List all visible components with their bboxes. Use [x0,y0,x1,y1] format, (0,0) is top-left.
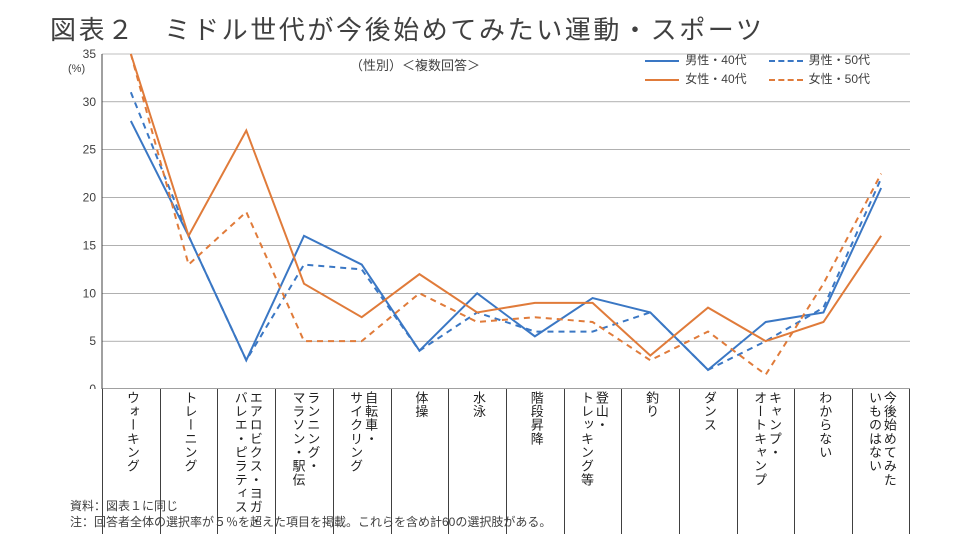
x-label: 今後始めてみた いものはない [866,391,896,534]
x-label-cell: 今後始めてみた いものはない [852,389,910,534]
x-label-cell: わからない [794,389,852,534]
x-label: わからない [816,391,831,534]
chart-container: 図表２ ミドル世代が今後始めてみたい運動・スポーツ (%) （性別）＜複数回答＞… [0,0,960,540]
footnotes: 資料：図表１に同じ 注：回答者全体の選択率が５％を超えた項目を掲載。これらを含め… [70,498,551,530]
line-chart-svg: 0 5 10 15 20 25 30 35 [50,49,910,389]
chart-area: (%) （性別）＜複数回答＞ 男性・40代男性・50代女性・40代女性・50代 … [50,49,910,389]
svg-text:25: 25 [83,143,97,157]
svg-text:35: 35 [83,49,97,61]
x-label-cell: 登山・ トレッキング等 [564,389,622,534]
svg-text:10: 10 [83,286,97,300]
x-label: キャンプ・ オートキャンプ [751,391,781,534]
x-label: ダンス [701,391,716,534]
x-label-cell: キャンプ・ オートキャンプ [737,389,795,534]
footnote-note: 注：回答者全体の選択率が５％を超えた項目を掲載。これらを含め計60の選択肢がある… [70,514,551,530]
footnote-source: 資料：図表１に同じ [70,498,551,514]
chart-title: 図表２ ミドル世代が今後始めてみたい運動・スポーツ [50,10,920,47]
svg-text:30: 30 [83,95,97,109]
svg-text:0: 0 [89,382,96,389]
svg-text:5: 5 [89,334,96,348]
x-label: 釣り [643,391,658,534]
svg-text:15: 15 [83,238,97,252]
x-label-cell: 釣り [621,389,679,534]
x-label: 登山・ トレッキング等 [578,391,608,534]
svg-text:20: 20 [83,191,97,205]
x-label-cell: ダンス [679,389,737,534]
